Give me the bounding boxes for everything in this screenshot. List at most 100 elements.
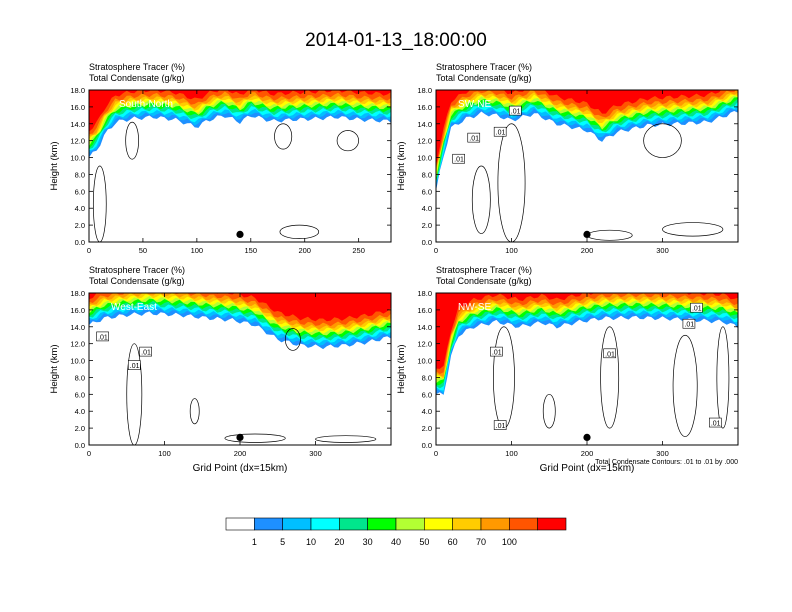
colorbar-swatch (310, 517, 340, 531)
contour-label: .01 (98, 334, 108, 341)
colorbar-swatch (225, 517, 255, 531)
condensate-contour (315, 435, 377, 443)
condensate-contour (672, 334, 698, 437)
condensate-contour (662, 222, 724, 237)
panel-header-tracer: Stratosphere Tracer (%) (89, 62, 185, 72)
colorbar-swatch (480, 517, 510, 531)
x-axis-label: Grid Point (dx=15km) (193, 463, 288, 474)
y-tick-label: 18.0 (417, 86, 432, 95)
y-axis-label: Height (km) (396, 344, 407, 393)
x-tick-label: 0 (434, 449, 438, 458)
y-tick-label: 14.0 (70, 120, 85, 129)
x-tick-label: 0 (87, 246, 91, 255)
contour-label-box (139, 346, 152, 357)
condensate-contour (189, 398, 200, 425)
location-marker (583, 230, 591, 238)
condensate-contour (279, 224, 320, 239)
contour-label: .01 (454, 157, 464, 164)
x-tick-label: 200 (298, 246, 311, 255)
y-tick-label: 6.0 (422, 187, 432, 196)
x-tick-label: 250 (352, 246, 365, 255)
x-tick-label: 150 (245, 246, 258, 255)
condensate-contour (92, 165, 107, 242)
colorbar-label: 100 (502, 537, 517, 547)
panel-header-condensate: Total Condensate (g/kg) (89, 276, 185, 286)
plot-area: .01 .01 .01 .01 .01 .01 NW-SE (436, 293, 738, 445)
y-tick-label: 12.0 (417, 137, 432, 146)
condensate-contour (600, 326, 620, 429)
contour-label: .01 (605, 351, 615, 358)
colorbar-label: 20 (334, 537, 344, 547)
contour-label: .01 (711, 421, 721, 428)
contour-note: Total Condensate Contours: .01 to .01 by… (595, 459, 738, 466)
colorbar-swatch (452, 517, 482, 531)
condensate-contour (542, 393, 556, 429)
y-tick-label: 18.0 (70, 289, 85, 298)
y-tick-label: 0.0 (422, 441, 432, 450)
y-tick-label: 14.0 (417, 120, 432, 129)
contour-label-box (128, 360, 141, 370)
colorbar-label: 40 (391, 537, 401, 547)
contour-label: .01 (496, 423, 506, 430)
y-tick-label: 16.0 (417, 103, 432, 112)
x-tick-label: 100 (191, 246, 204, 255)
y-tick-label: 16.0 (417, 306, 432, 315)
tracer-band (436, 293, 738, 389)
y-tick-label: 18.0 (70, 86, 85, 95)
x-tick-label: 0 (434, 246, 438, 255)
colorbar-label: 1 (252, 537, 257, 547)
y-tick-label: 18.0 (417, 289, 432, 298)
colorbar-swatch (282, 517, 312, 531)
y-tick-label: 4.0 (422, 204, 432, 213)
panel-west-east: .01.01.01West-East0.02.04.06.08.010.012.… (49, 265, 392, 458)
contour-label: .01 (511, 109, 521, 116)
x-tick-label: 100 (158, 449, 171, 458)
plot-frame (88, 89, 392, 243)
colorbar-swatch (367, 517, 397, 531)
contour-label: .01 (130, 363, 140, 370)
panel-label: West-East (111, 302, 157, 313)
colorbar: 1 5 10 20 30 40 50 60 70 100 (225, 517, 567, 547)
contour-label: .01 (692, 306, 702, 313)
contour-label-box (493, 420, 507, 430)
colorbar-swatch (424, 517, 453, 531)
y-tick-label: 6.0 (75, 390, 85, 399)
contour-label: .01 (496, 130, 506, 137)
contour-label-box (452, 153, 465, 164)
tracer-band (89, 90, 391, 147)
y-tick-label: 0.0 (75, 238, 85, 247)
contour-label: .01 (141, 350, 151, 357)
tracer-band (89, 293, 391, 322)
x-tick-label: 300 (309, 449, 322, 458)
y-tick-label: 10.0 (417, 154, 432, 163)
contour-label-box (682, 318, 696, 329)
y-tick-label: 0.0 (75, 441, 85, 450)
condensate-contour (125, 121, 139, 160)
condensate-contour (716, 326, 730, 429)
y-tick-label: 6.0 (75, 187, 85, 196)
contour-label: .01 (469, 136, 479, 143)
colorbar-label: 60 (448, 537, 458, 547)
contour-label-box (690, 302, 703, 313)
x-tick-label: 100 (505, 449, 518, 458)
x-tick-label: 100 (505, 246, 518, 255)
panel-label: NW-SE (458, 302, 491, 313)
colorbar-label: 30 (363, 537, 373, 547)
plot-area: .01 .01 .01 .01 SW-NE (436, 90, 738, 242)
x-axis-label: Grid Point (dx=15km) (540, 463, 635, 474)
y-axis-label: Height (km) (49, 141, 60, 190)
contour-label-box (490, 346, 503, 357)
colorbar-swatch (509, 517, 538, 531)
y-tick-label: 10.0 (70, 154, 85, 163)
y-axis-label: Height (km) (396, 141, 407, 190)
x-tick-label: 50 (139, 246, 147, 255)
main-title: 2014-01-13_18:00:00 (305, 30, 487, 51)
y-tick-label: 12.0 (70, 137, 85, 146)
colorbar-swatch (254, 517, 283, 531)
condensate-contour (126, 343, 143, 445)
colorbar-label: 10 (306, 537, 316, 547)
y-tick-label: 10.0 (70, 357, 85, 366)
x-tick-label: 200 (581, 449, 594, 458)
contour-label-box (709, 417, 722, 428)
contour-label-box (467, 132, 481, 143)
